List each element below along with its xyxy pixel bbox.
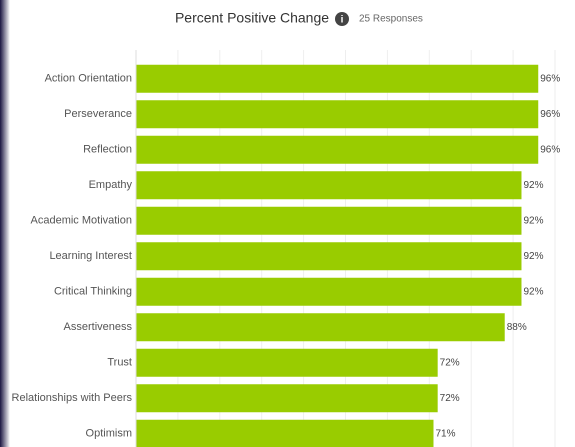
y-tick-label: Optimism xyxy=(86,428,132,440)
y-tick-label: Critical Thinking xyxy=(54,286,132,298)
background-edge xyxy=(0,0,10,447)
value-label: 92% xyxy=(523,180,543,191)
value-label: 72% xyxy=(440,357,460,368)
y-tick-label: Assertiveness xyxy=(64,321,133,333)
page: {"chart_data": {"type": "bar", "orientat… xyxy=(0,0,575,447)
y-tick-label: Trust xyxy=(107,357,132,369)
y-tick-label: Empathy xyxy=(89,179,133,191)
chart-subtitle: 25 Responses xyxy=(359,14,423,25)
bar xyxy=(136,207,521,235)
bar xyxy=(136,384,438,412)
bar xyxy=(136,136,538,164)
y-tick-label: Perseverance xyxy=(64,108,132,120)
bar xyxy=(136,349,438,377)
value-label: 88% xyxy=(507,322,527,333)
y-tick-label: Action Orientation xyxy=(45,73,132,85)
y-tick-label: Academic Motivation xyxy=(31,215,133,227)
value-label: 71% xyxy=(435,428,455,439)
bar xyxy=(136,171,521,199)
y-tick-label: Learning Interest xyxy=(49,250,132,262)
value-label: 96% xyxy=(540,109,560,120)
bar xyxy=(136,100,538,128)
value-label: 92% xyxy=(523,251,543,262)
bar xyxy=(136,65,538,93)
value-label: 96% xyxy=(540,73,560,84)
info-icon-glyph: i xyxy=(341,15,344,26)
value-label: 72% xyxy=(440,393,460,404)
y-tick-label: Reflection xyxy=(83,144,132,156)
bar xyxy=(136,420,433,447)
value-label: 92% xyxy=(523,215,543,226)
y-tick-label: Relationships with Peers xyxy=(12,392,133,404)
bar xyxy=(136,313,505,341)
chart-title: Percent Positive Change xyxy=(175,10,329,26)
value-label: 96% xyxy=(540,144,560,155)
chart: Percent Positive Change i 25 Responses A… xyxy=(0,0,575,447)
bar xyxy=(136,278,521,306)
value-label: 92% xyxy=(523,286,543,297)
bar xyxy=(136,242,521,270)
